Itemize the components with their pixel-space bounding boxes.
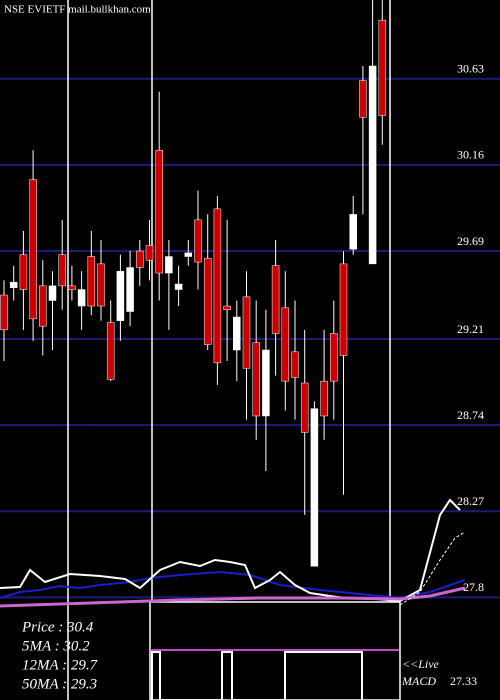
candle-body (0, 294, 8, 331)
info-5ma: 5MA : 30.2 (22, 638, 90, 654)
candle-body (58, 254, 66, 287)
candle-body (106, 322, 115, 380)
candle-body (300, 382, 309, 433)
ma-line (0, 586, 466, 608)
candle-body (252, 342, 260, 417)
candle-body (87, 256, 96, 307)
candle-body (310, 408, 319, 567)
macd-dots (399, 531, 466, 606)
candle-body (116, 270, 125, 321)
candle-body (136, 250, 144, 268)
candle-body (19, 254, 28, 290)
candle-body (271, 265, 280, 334)
candle-body (330, 333, 338, 382)
chart-title: NSE EVIETF mail.bullkhan.com (4, 4, 151, 16)
candles (0, 0, 387, 567)
candle-body (174, 283, 183, 290)
candle-body (184, 252, 193, 257)
candle-body (77, 289, 86, 307)
live-label: <<Live (402, 657, 440, 671)
info-12ma: 12MA : 29.7 (22, 657, 99, 673)
y-tick-label: 27.8 (463, 580, 484, 594)
candle-body (233, 316, 241, 351)
info-50ma: 50MA : 29.3 (22, 676, 97, 692)
candle-body (203, 258, 212, 345)
candle-body (165, 256, 173, 274)
candle-body (48, 285, 57, 301)
macd-value: 27.33 (450, 674, 477, 688)
candle-body (339, 263, 348, 356)
candle-body (368, 65, 377, 265)
candle-body (68, 285, 76, 290)
candle-body (378, 19, 387, 116)
candle-body (39, 285, 47, 327)
candle-body (213, 208, 222, 364)
candle-body (9, 281, 18, 288)
y-tick-label: 30.16 (457, 148, 484, 162)
candle-body (194, 219, 202, 263)
candle-body (320, 380, 328, 417)
candle-body (349, 214, 357, 250)
candle-body (29, 179, 37, 320)
candle-body (262, 349, 270, 417)
y-tick-label: 28.74 (457, 408, 484, 422)
macd-signal (0, 570, 466, 600)
indicator-panel (0, 498, 466, 700)
info-price: Price : 30.4 (21, 619, 94, 635)
candle-body (145, 245, 154, 261)
candle-body (291, 351, 299, 378)
grid (0, 77, 500, 599)
candle-body (281, 307, 290, 382)
candle-body (155, 150, 163, 274)
candle-body (359, 80, 367, 118)
y-tick-label: 30.63 (457, 62, 484, 76)
y-tick-label: 28.27 (457, 494, 484, 508)
candle-body (126, 267, 134, 312)
macd-line (0, 498, 461, 603)
indicator-steps (151, 651, 363, 700)
candle-body (97, 263, 105, 307)
y-tick-label: 29.21 (457, 322, 484, 336)
y-tick-label: 29.69 (457, 234, 484, 248)
candle-body (223, 305, 231, 310)
macd-label: MACD (401, 674, 436, 688)
candle-body (242, 296, 251, 369)
